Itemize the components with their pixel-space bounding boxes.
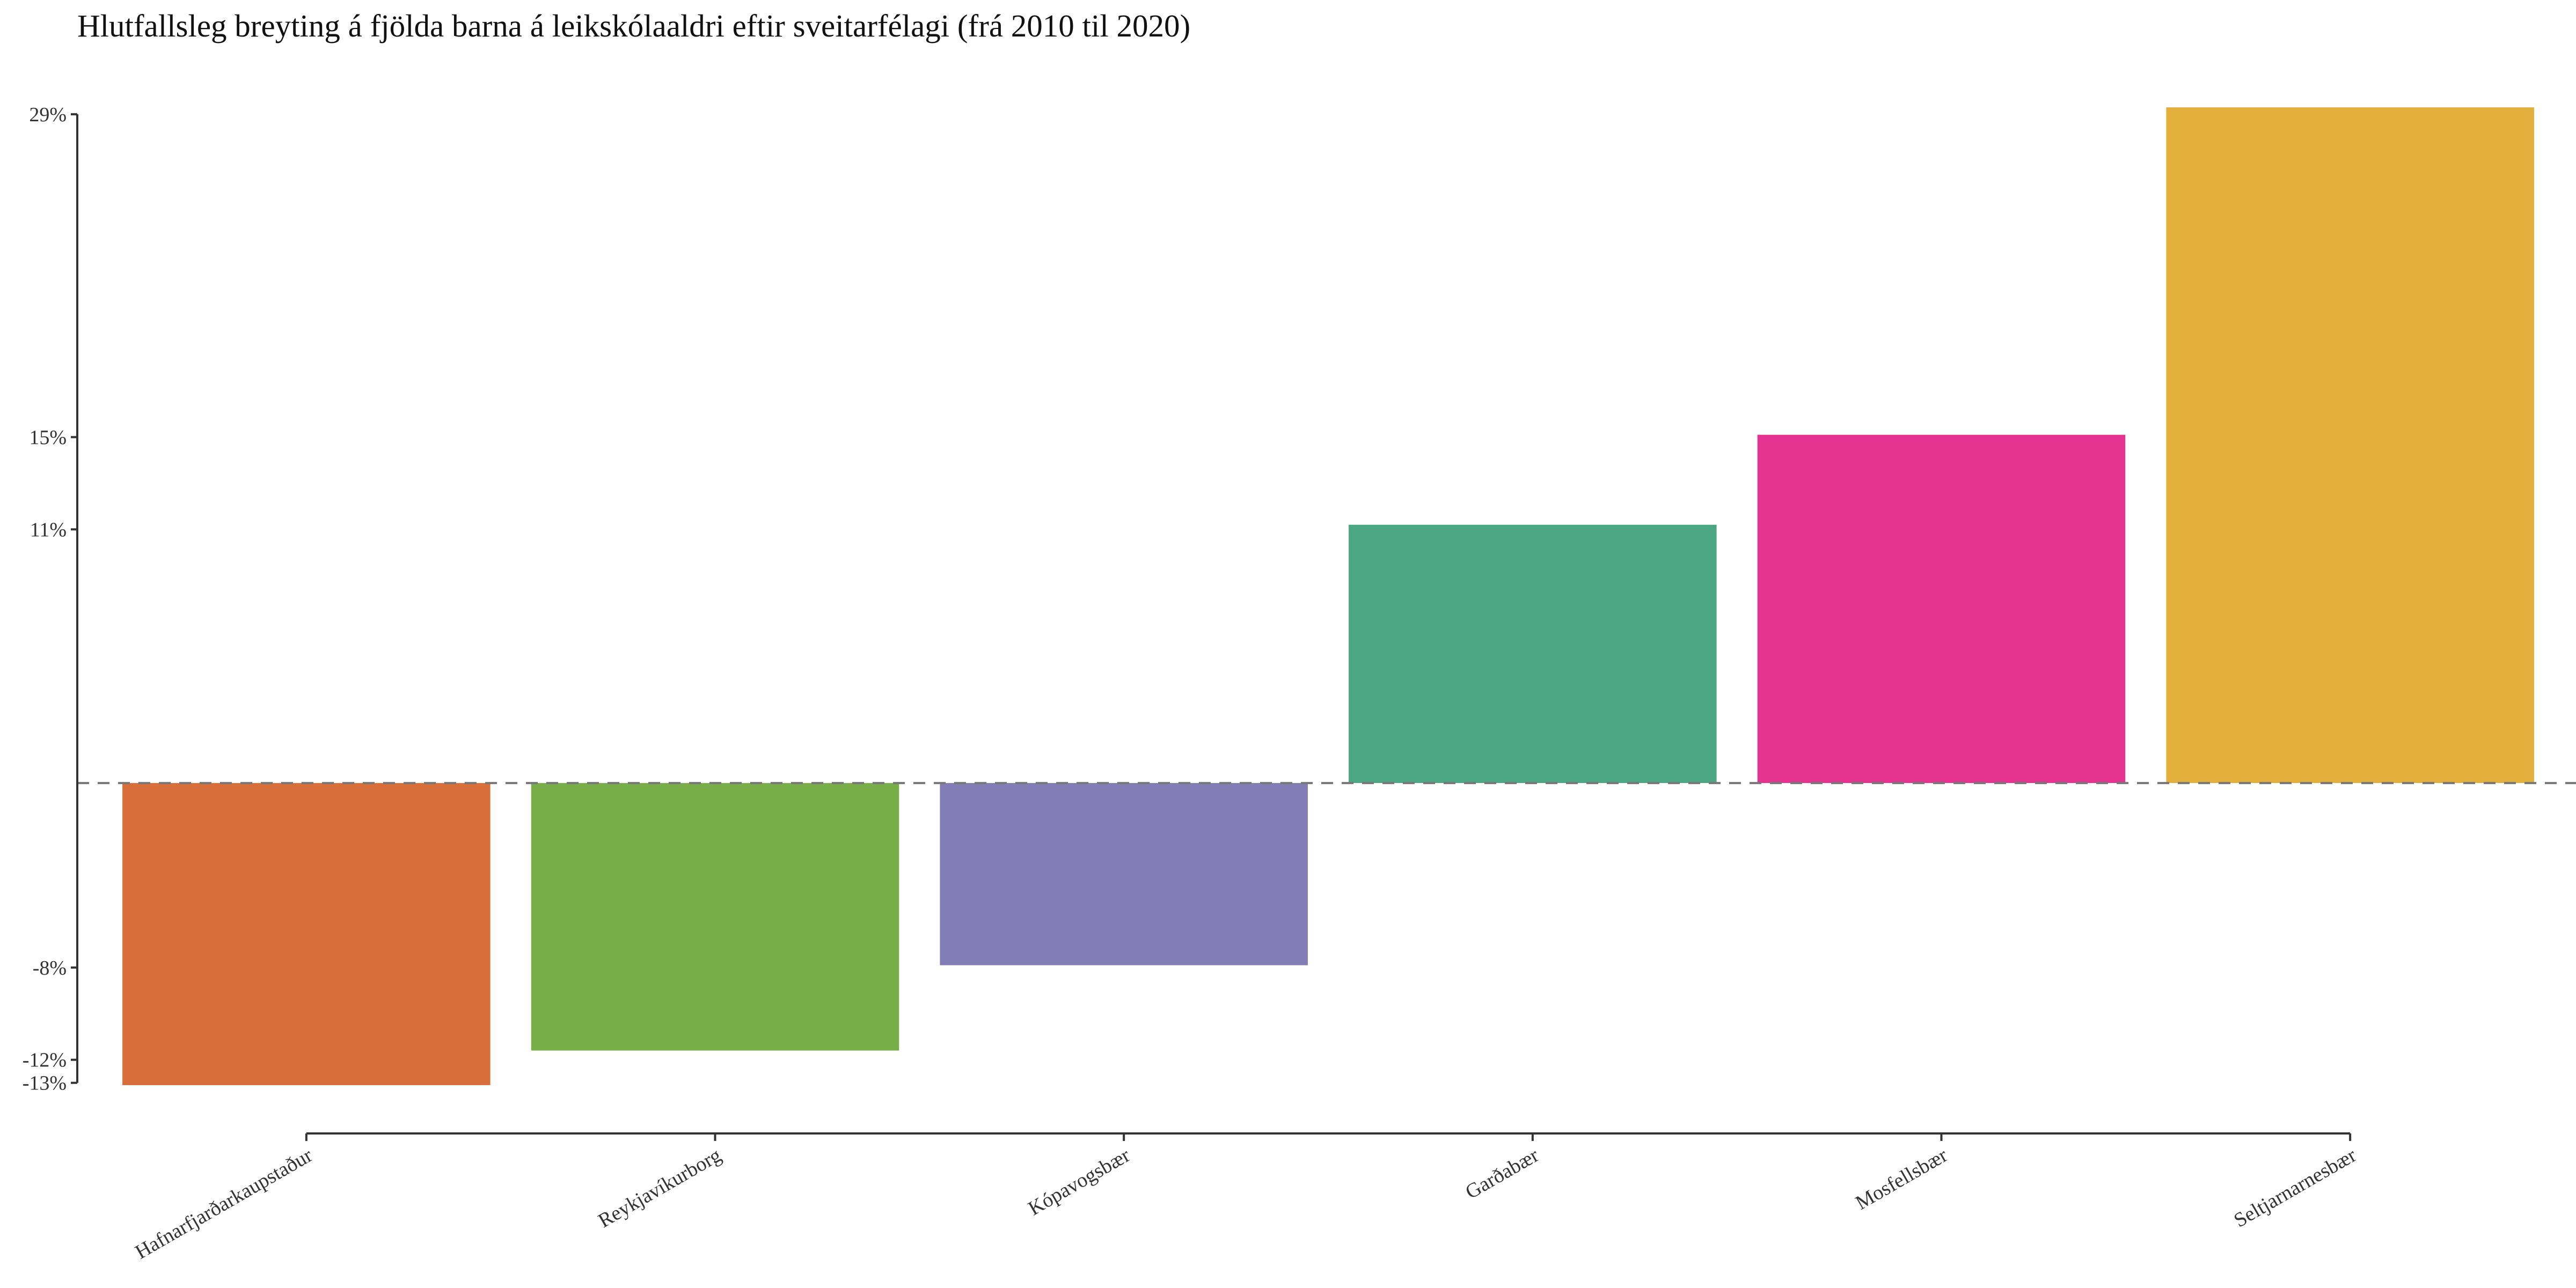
chart-title: Hlutfallsleg breyting á fjölda barna á l… — [77, 8, 1191, 43]
bar-1 — [122, 783, 491, 1085]
bar-6 — [2166, 107, 2534, 784]
x-ticks-group: Hafnarfjarðarkaupstaður Reykjavíkurborg Kó… — [131, 1133, 2360, 1264]
y-ticks-group: 29% 15% 11% -8% -12%-13% — [23, 104, 77, 1095]
bar-4 — [1349, 524, 1717, 784]
y-tick-label: 15% — [29, 426, 67, 449]
x-tick-label: Hafnarfjarðarkaupstaður — [131, 1144, 317, 1263]
x-tick-label: Seltjarnarnesbær — [2230, 1144, 2360, 1232]
y-tick-label: -8% — [33, 957, 67, 979]
y-tick-label: -12% — [23, 1049, 67, 1072]
y-tick-label: 11% — [30, 518, 67, 541]
x-tick-label: Kópavogsbær — [1024, 1144, 1134, 1220]
bars-group — [122, 107, 2534, 1085]
bar-2 — [531, 783, 899, 1051]
x-tick-label: Reykjavíkurborg — [595, 1144, 725, 1232]
bar-5 — [1757, 435, 2126, 784]
x-tick-label: Mosfellsbær — [1851, 1144, 1951, 1214]
y-tick-label: -13% — [23, 1072, 67, 1095]
x-tick-label: Garðabær — [1462, 1144, 1543, 1203]
y-tick-label: 29% — [29, 104, 67, 126]
bar-3 — [940, 783, 1308, 965]
